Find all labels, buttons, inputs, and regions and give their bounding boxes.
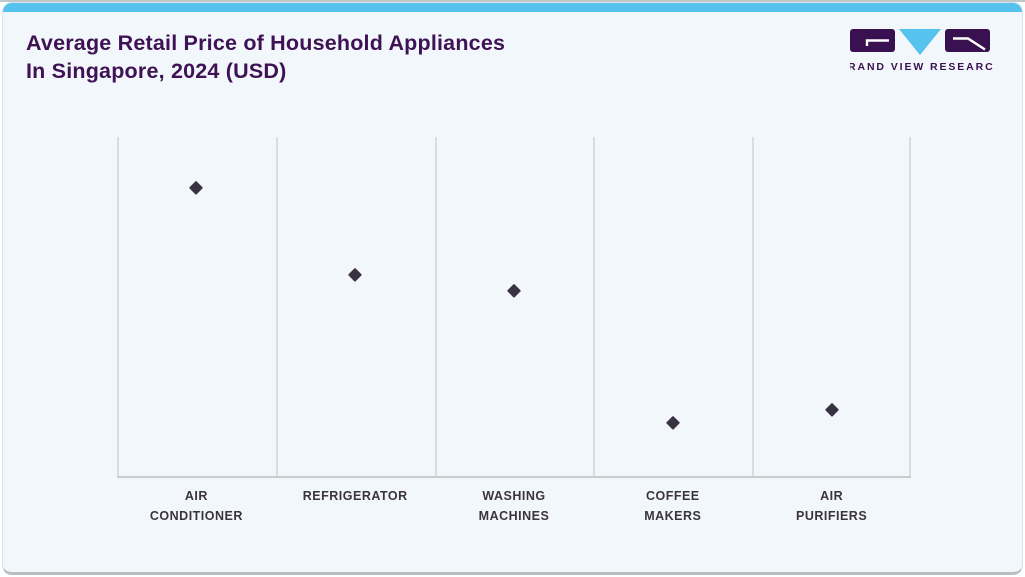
plot-column-refrigerator: [275, 137, 435, 476]
gvr-logo: GRAND VIEW RESEARCH: [838, 29, 1002, 80]
plot-area: [117, 137, 911, 478]
accent-top-bar: [3, 3, 1022, 12]
x-axis-labels: AIR CONDITIONER REFRIGERATOR WASHING MACHINE…: [117, 486, 911, 526]
page-title: Average Retail Price of Household Applia…: [26, 29, 505, 85]
screen-top-edge: [0, 0, 1025, 2]
x-tick-label-washing-machines: WASHING MACHINES: [478, 489, 550, 523]
x-tick-label-refrigerator: REFRIGERATOR: [302, 489, 408, 503]
header: Average Retail Price of Household Applia…: [3, 12, 1022, 122]
plot-column-washing-machines: [434, 137, 594, 476]
plot-column-air-conditioner: [117, 137, 276, 476]
title-line-2: In Singapore, 2024 (USD): [26, 59, 287, 83]
title-line-1: Average Retail Price of Household Applia…: [26, 31, 506, 55]
logo-g-glyph: [865, 39, 889, 46]
logo-v-triangle: [899, 29, 941, 55]
x-axis-line: [117, 476, 911, 478]
gvr-logo-graphic: GRAND VIEW RESEARCH: [838, 29, 1002, 73]
logo-text: GRAND VIEW RESEARCH: [850, 61, 995, 73]
x-tick-label-air-conditioner: AIR CONDITIONER: [149, 489, 243, 523]
plot-column-coffee-makers: [593, 137, 752, 476]
x-tick-label-air-purifiers: AIR PURIFIERS: [795, 489, 868, 523]
x-tick-label-coffee-makers: COFFEE MAKERS: [644, 489, 702, 523]
plot-column-air-purifiers: [752, 137, 911, 476]
logo-r-glyph: [953, 37, 986, 51]
